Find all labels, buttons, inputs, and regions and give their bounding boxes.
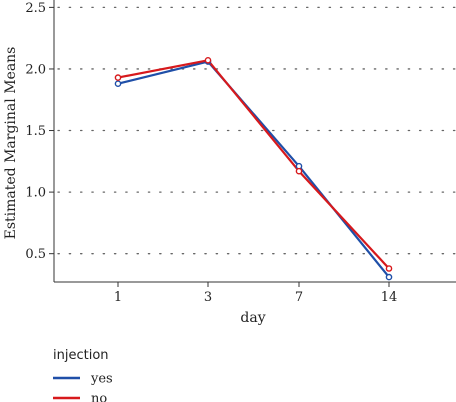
- series-line-no: [117, 59, 390, 270]
- data-point-no: [385, 265, 393, 272]
- data-point-no: [295, 167, 303, 175]
- y-tick-label: 0.5: [25, 247, 46, 262]
- legend-entries: yes no: [53, 372, 113, 402]
- y-tick-label: 2.5: [25, 1, 46, 16]
- axes: [53, 0, 456, 283]
- x-tick-label: 1: [114, 290, 122, 305]
- grid-lines: [57, 6, 456, 255]
- legend-title: injection: [53, 348, 109, 363]
- series-line-yes: [117, 60, 390, 278]
- y-tick-label: 2.0: [25, 62, 46, 77]
- y-tick-label: 1.0: [25, 186, 46, 201]
- data-point-no: [114, 74, 122, 81]
- legend-label-no: no: [91, 392, 107, 402]
- x-tick-label: 14: [381, 290, 398, 305]
- data-point-no: [204, 57, 212, 64]
- y-axis-title: Estimated Marginal Means: [3, 47, 19, 240]
- x-tick-label: 7: [295, 290, 303, 305]
- series-points: [114, 57, 393, 281]
- data-point-yes: [114, 80, 122, 87]
- y-tick-label: 1.5: [25, 124, 46, 139]
- x-tick-label: 3: [204, 290, 212, 305]
- data-point-yes: [385, 273, 393, 281]
- legend-label-yes: yes: [90, 372, 113, 387]
- x-axis-title: day: [240, 310, 265, 326]
- series-lines: [117, 59, 390, 278]
- y-tick-labels: 0.5 1.0 1.5 2.0 2.5: [25, 1, 54, 262]
- legend: injection yes no: [53, 348, 113, 402]
- x-tick-labels: 1 3 7 14: [114, 282, 397, 305]
